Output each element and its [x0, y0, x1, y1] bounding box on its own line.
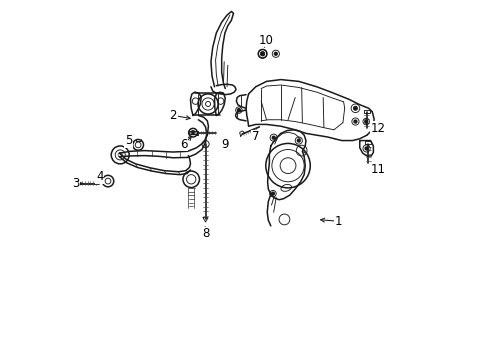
Text: 6: 6 [180, 138, 188, 150]
Circle shape [261, 52, 265, 55]
Circle shape [192, 132, 194, 134]
Text: 12: 12 [370, 122, 385, 135]
Circle shape [365, 147, 368, 150]
Text: 2: 2 [170, 109, 177, 122]
Text: 4: 4 [96, 170, 103, 183]
Text: 11: 11 [370, 163, 385, 176]
Text: 8: 8 [202, 227, 209, 240]
Text: 1: 1 [335, 215, 342, 228]
Circle shape [274, 52, 277, 55]
Circle shape [261, 52, 265, 55]
Text: 7: 7 [252, 130, 260, 144]
Circle shape [297, 139, 300, 142]
Circle shape [272, 136, 275, 139]
Text: 10: 10 [259, 33, 274, 47]
Circle shape [238, 109, 240, 112]
Circle shape [354, 107, 357, 110]
Text: 3: 3 [72, 177, 79, 190]
Circle shape [365, 120, 368, 123]
Text: 5: 5 [125, 134, 132, 147]
Circle shape [271, 192, 274, 195]
Circle shape [354, 120, 357, 123]
Text: 9: 9 [221, 138, 229, 150]
